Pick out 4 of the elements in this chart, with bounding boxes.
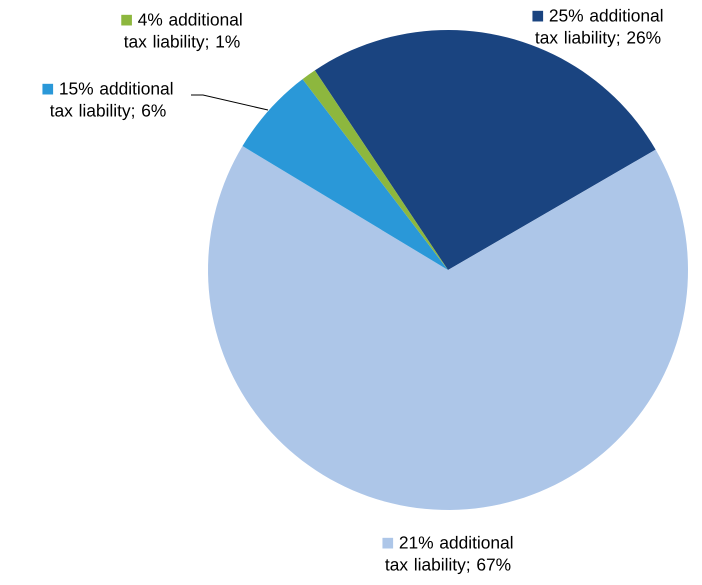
legend-label: 25% additional tax liability; 26% [535, 8, 662, 48]
legend-label: 4% additional tax liability; 1% [124, 12, 242, 52]
legend-label: 21% additional tax liability; 67% [385, 536, 512, 574]
legend-label: 15% additional tax liability; 6% [50, 82, 172, 120]
